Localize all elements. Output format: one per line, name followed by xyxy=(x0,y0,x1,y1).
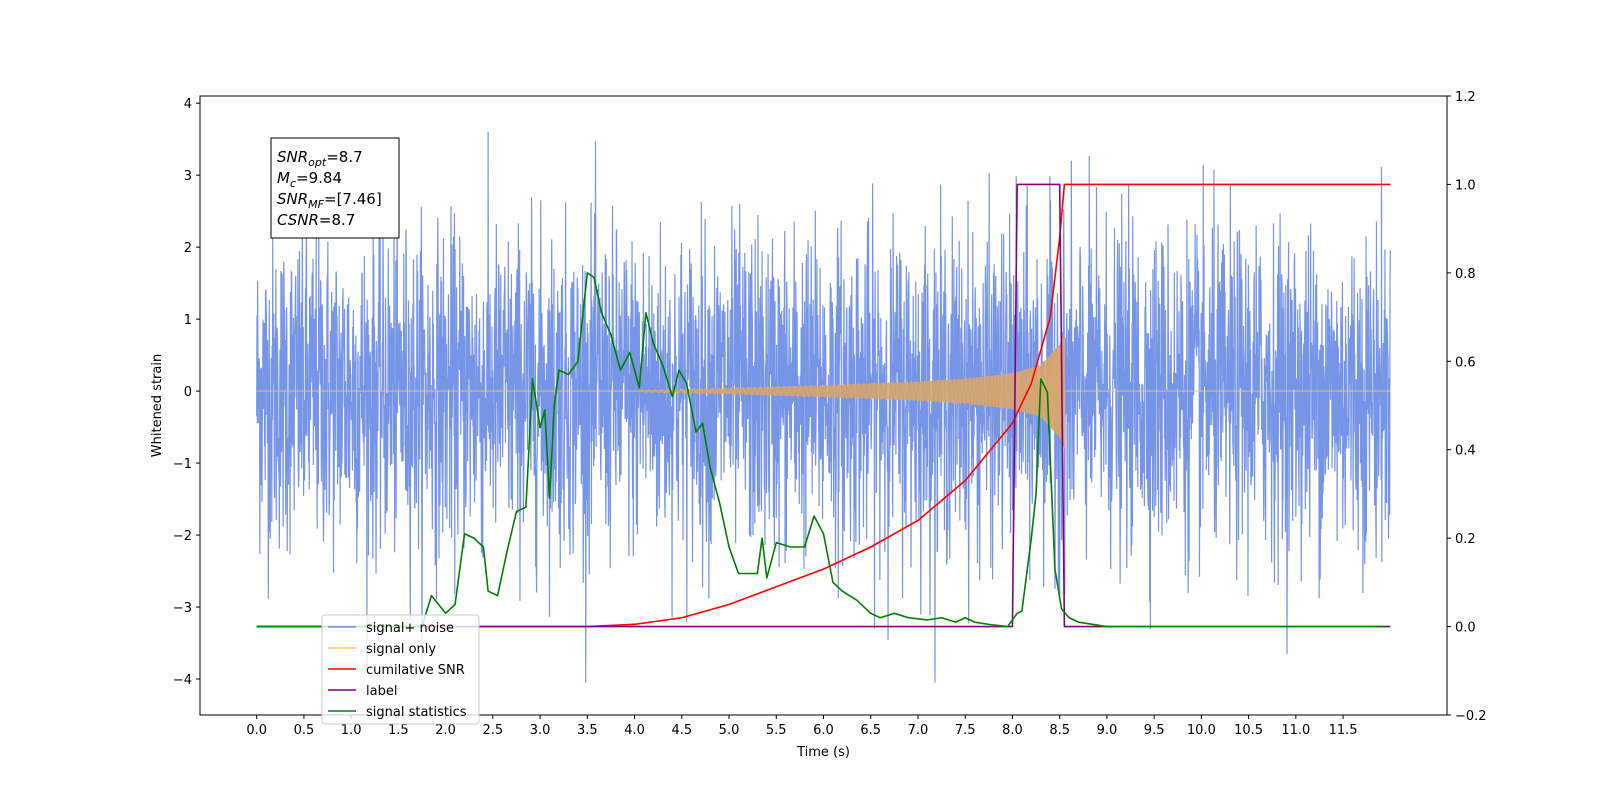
y-tick-right-label: 1.2 xyxy=(1455,90,1476,105)
legend-frame xyxy=(321,614,480,725)
series-cumulative-snr xyxy=(256,183,1391,628)
x-tick-label: 3.0 xyxy=(530,723,551,738)
legend-label: cumilative SNR xyxy=(366,663,465,678)
x-tick-label: 7.0 xyxy=(908,723,929,738)
x-tick-label: 9.5 xyxy=(1144,723,1165,738)
x-tick-label: 10.0 xyxy=(1187,723,1216,738)
x-tick-label: 1.0 xyxy=(341,723,362,738)
legend-label: label xyxy=(366,684,397,699)
x-tick-label: 11.5 xyxy=(1329,723,1358,738)
y-tick-left-label: 2 xyxy=(184,241,192,256)
y-tick-left-label: −1 xyxy=(173,457,192,472)
cumulative-snr-line xyxy=(256,183,1391,628)
x-axis-label: Time (s) xyxy=(796,745,850,760)
x-tick-label: 1.5 xyxy=(388,723,409,738)
legend-label: signal statistics xyxy=(366,705,467,720)
info-box-frame xyxy=(270,137,400,239)
y-tick-left-label: −3 xyxy=(173,601,192,616)
x-tick-label: 11.0 xyxy=(1281,723,1310,738)
x-tick-label: 5.0 xyxy=(719,723,740,738)
x-axis: 0.0 0.5 1.0 1.5 2.0 2.5 3.0 3.5 4.0 4.5 5.0 5.5 6.0 6… xyxy=(246,715,1358,738)
legend-label: signal only xyxy=(366,642,436,657)
info-line: SNRMF=[7.46] xyxy=(277,190,382,211)
x-tick-label: 9.0 xyxy=(1097,723,1118,738)
x-tick-label: 7.5 xyxy=(955,723,976,738)
x-tick-label: 0.0 xyxy=(246,723,267,738)
x-tick-label: 6.5 xyxy=(860,723,881,738)
y-tick-right-label: −0.2 xyxy=(1455,709,1487,724)
x-tick-label: 0.5 xyxy=(294,723,315,738)
x-tick-label: 5.5 xyxy=(766,723,787,738)
y-axis-label: Whitened strain xyxy=(150,354,165,457)
y-tick-left-label: 0 xyxy=(184,385,192,400)
y-tick-left-label: 1 xyxy=(184,313,192,328)
x-tick-label: 6.0 xyxy=(813,723,834,738)
x-tick-label: 10.5 xyxy=(1234,723,1263,738)
signal-statistics-line xyxy=(256,272,1386,628)
y-tick-right-label: 0.4 xyxy=(1455,444,1476,459)
y-tick-left-label: 4 xyxy=(184,97,192,112)
y-tick-left-label: −2 xyxy=(173,529,192,544)
y-tick-right-label: 0.6 xyxy=(1455,355,1476,370)
noise-line xyxy=(256,131,1391,683)
x-tick-label: 2.5 xyxy=(483,723,504,738)
y-tick-right-label: 0.0 xyxy=(1455,621,1476,636)
x-tick-label: 8.5 xyxy=(1049,723,1070,738)
legend: signal+ noise signal only cumilative SNR la… xyxy=(321,614,480,725)
legend-label: signal+ noise xyxy=(366,621,454,636)
info-line: CSNR=8.7 xyxy=(277,211,355,229)
series-signal-statistics xyxy=(256,272,1386,628)
x-tick-label: 8.0 xyxy=(1002,723,1023,738)
info-line: SNRopt=8.7 xyxy=(277,148,363,169)
x-tick-label: 4.5 xyxy=(671,723,692,738)
y-tick-left-label: 3 xyxy=(184,169,192,184)
series-signal-only xyxy=(256,333,1391,449)
x-tick-label: 3.5 xyxy=(577,723,598,738)
y-tick-right-label: 0.8 xyxy=(1455,267,1476,282)
x-tick-label: 2.0 xyxy=(435,723,456,738)
y-tick-right-label: 1.0 xyxy=(1455,178,1476,193)
signal-only-envelope xyxy=(634,333,1065,449)
x-tick-label: 4.0 xyxy=(624,723,645,738)
info-line: Mc=9.84 xyxy=(277,169,342,190)
y-axis-right: 1.2 1.0 0.8 0.6 0.4 0.2 0.0 −0.2 xyxy=(1447,90,1487,724)
y-tick-left-label: −4 xyxy=(173,673,192,688)
y-axis-left: 4 3 2 1 0 −1 −2 −3 −4 xyxy=(173,97,200,688)
y-tick-right-label: 0.2 xyxy=(1455,532,1476,547)
series-signal-noise xyxy=(256,131,1391,683)
